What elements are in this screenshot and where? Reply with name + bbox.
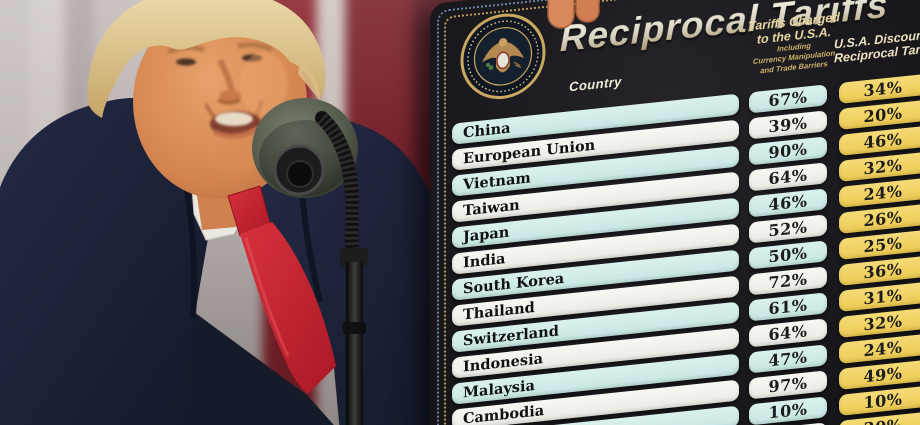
discount-cell: 34% bbox=[839, 73, 920, 105]
charged-cell: 50% bbox=[749, 240, 827, 270]
charged-cell: 47% bbox=[749, 344, 827, 374]
hand-holding-board bbox=[547, 0, 600, 29]
discount-cell: 24% bbox=[839, 333, 920, 365]
speaker-figure bbox=[0, 0, 452, 425]
charged-cell: 61% bbox=[749, 292, 827, 322]
tariff-board: Reciprocal Tariffs Country Tariffs Charg… bbox=[430, 0, 920, 425]
discount-cell: 32% bbox=[839, 151, 920, 183]
charged-cell: 10% bbox=[749, 396, 827, 425]
discount-cell: 31% bbox=[839, 281, 920, 313]
microphone-pole bbox=[346, 262, 363, 425]
charged-cell: 46% bbox=[749, 188, 827, 218]
suit-jacket bbox=[0, 97, 208, 425]
charged-cell: 72% bbox=[749, 266, 827, 296]
discount-cell: 25% bbox=[839, 229, 920, 261]
hair-side bbox=[298, 58, 320, 100]
discount-cell: 26% bbox=[839, 203, 920, 235]
microphone-pole-connector bbox=[343, 322, 366, 334]
microphone-gooseneck bbox=[315, 111, 360, 261]
presidential-seal-icon bbox=[460, 13, 546, 100]
hair bbox=[87, 0, 326, 118]
charged-cell: 64% bbox=[749, 318, 827, 348]
discount-cell: 46% bbox=[839, 125, 920, 157]
discount-cell: 10% bbox=[839, 385, 920, 417]
discount-cell: 24% bbox=[839, 177, 920, 209]
microphone-joint bbox=[340, 248, 368, 266]
charged-cell: 39% bbox=[749, 110, 827, 140]
tie-highlight bbox=[244, 237, 290, 357]
microphone-capsule bbox=[286, 160, 314, 188]
discount-cell: 36% bbox=[839, 255, 920, 287]
seal-shield bbox=[496, 51, 510, 70]
suit-front-panel bbox=[184, 312, 334, 425]
charged-cell: 67% bbox=[749, 84, 827, 114]
discount-cell: 20% bbox=[839, 99, 920, 131]
seal-eagle-head bbox=[498, 38, 508, 47]
tie-blade bbox=[240, 222, 336, 394]
charged-cell: 90% bbox=[749, 136, 827, 166]
charged-cell: 52% bbox=[749, 214, 827, 244]
charged-cell: 97% bbox=[749, 370, 827, 400]
charged-cell: 64% bbox=[749, 162, 827, 192]
discount-cell: 49% bbox=[839, 359, 920, 391]
face-features bbox=[166, 20, 288, 173]
discount-cell: 32% bbox=[839, 307, 920, 339]
tariff-table: China 67% 34% European Union 39% 20% Vietnam 90… bbox=[430, 71, 920, 425]
